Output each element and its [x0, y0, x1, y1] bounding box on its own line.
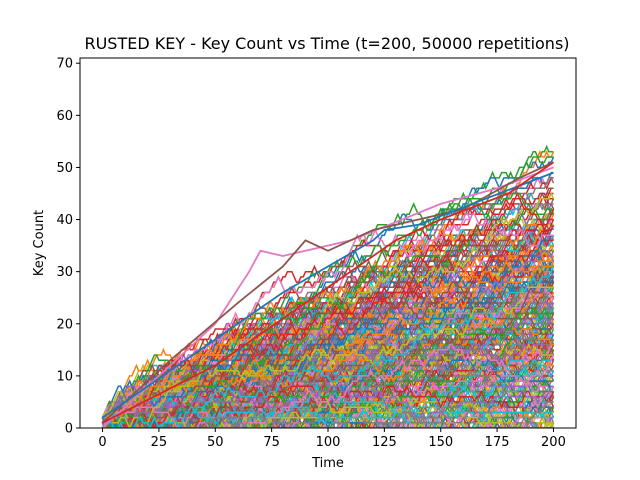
series-line	[102, 276, 554, 428]
series-line	[101, 337, 554, 428]
series-line	[101, 338, 554, 428]
x-tick-label: 200	[541, 435, 566, 450]
series-line	[101, 269, 554, 424]
x-axis-title: Time	[311, 456, 344, 471]
x-tick-label: 50	[207, 435, 224, 450]
series-line	[102, 333, 554, 424]
series-line	[101, 171, 554, 419]
series-line	[101, 233, 554, 428]
x-tick-label: 150	[428, 435, 453, 450]
series-line	[102, 161, 555, 424]
y-tick-label: 40	[56, 213, 73, 228]
series-line	[102, 374, 554, 428]
series-line	[101, 343, 555, 428]
series-line	[102, 338, 555, 428]
series-line	[102, 307, 555, 428]
series-line	[102, 338, 554, 428]
x-tick-label: 25	[151, 435, 168, 450]
series-line	[102, 233, 554, 428]
y-tick-label: 50	[56, 161, 73, 176]
series-line	[102, 411, 554, 428]
series-line	[101, 306, 554, 428]
x-tick-label: 0	[98, 435, 106, 450]
y-tick-label: 60	[56, 109, 73, 124]
series-line	[101, 166, 554, 428]
chart-title: RUSTED KEY - Key Count vs Time (t=200, 5…	[84, 34, 569, 53]
series-line	[102, 338, 554, 428]
x-tick-label: 125	[372, 435, 397, 450]
series-line	[101, 401, 554, 428]
series-line	[102, 307, 555, 428]
series-line	[102, 296, 554, 419]
series-line	[102, 234, 554, 428]
y-tick-label: 70	[56, 57, 73, 72]
series-line	[102, 338, 554, 428]
x-axis: 0 25 50 75 100 125 150 175 200	[98, 428, 566, 450]
series-line	[102, 307, 554, 428]
series-line	[102, 410, 555, 428]
series-line	[102, 192, 554, 419]
series-line	[101, 161, 554, 424]
y-tick-label: 10	[56, 369, 73, 384]
y-tick-label: 30	[56, 265, 73, 280]
y-axis-title: Key Count	[32, 210, 47, 276]
series-line	[102, 411, 554, 428]
series-line	[102, 233, 555, 428]
series-line	[102, 306, 554, 428]
series-line	[102, 266, 555, 428]
series-line	[102, 338, 555, 428]
series-line	[102, 286, 554, 428]
x-tick-label: 75	[263, 435, 280, 450]
x-tick-label: 175	[485, 435, 510, 450]
series-line	[102, 337, 554, 428]
series-line	[102, 307, 554, 428]
series-line	[102, 307, 554, 428]
series-line	[102, 411, 554, 428]
y-axis: 0 10 20 30 40 50 60 70	[56, 57, 80, 437]
series-line	[102, 306, 554, 428]
series-line	[101, 333, 554, 425]
series-line	[102, 385, 554, 428]
y-tick-label: 20	[56, 317, 73, 332]
series-line	[102, 411, 554, 428]
series-line	[102, 328, 554, 428]
series-line	[102, 411, 554, 428]
series-line	[102, 234, 554, 428]
series-lines	[101, 144, 555, 428]
series-line	[102, 213, 554, 419]
series-line	[102, 411, 554, 428]
series-line	[102, 327, 555, 419]
y-tick-label: 0	[65, 422, 73, 437]
series-line	[101, 411, 554, 428]
series-line	[102, 359, 554, 428]
series-line	[101, 307, 554, 428]
series-line	[102, 411, 554, 428]
x-tick-label: 100	[316, 435, 341, 450]
